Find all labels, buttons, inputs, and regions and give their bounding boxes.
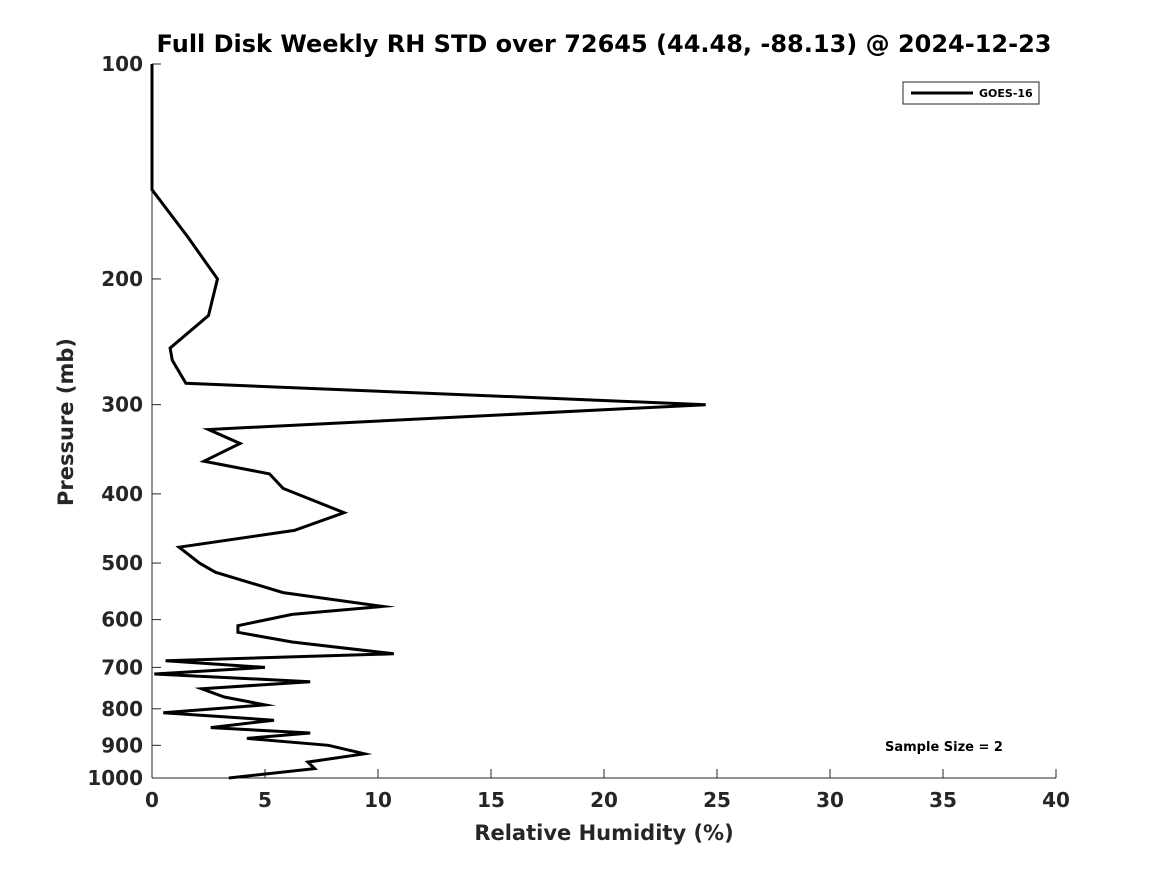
legend: GOES-16 — [902, 81, 1040, 105]
x-tick-label: 40 — [1042, 788, 1070, 812]
x-tick-label: 20 — [590, 788, 618, 812]
y-axis-label: Pressure (mb) — [54, 338, 78, 506]
x-tick-label: 5 — [258, 788, 272, 812]
y-tick-label: 900 — [101, 733, 143, 757]
x-axis-label: Relative Humidity (%) — [474, 821, 733, 845]
y-tick-label: 400 — [101, 482, 143, 506]
series-line — [150, 64, 706, 780]
y-tick-label: 600 — [101, 608, 143, 632]
sample-size-note: Sample Size = 2 — [885, 740, 1003, 755]
y-tick-label: 700 — [101, 655, 143, 679]
x-tick-label: 15 — [477, 788, 505, 812]
legend-label: GOES-16 — [979, 87, 1033, 100]
x-tick-label: 25 — [703, 788, 731, 812]
y-tick-label: 500 — [101, 551, 143, 575]
x-tick-label: 0 — [145, 788, 159, 812]
y-tick-label: 200 — [101, 267, 143, 291]
x-tick-label: 35 — [929, 788, 957, 812]
y-tick-label: 1000 — [87, 766, 143, 790]
x-tick-label: 10 — [364, 788, 392, 812]
y-tick-label: 800 — [101, 697, 143, 721]
series-layer — [150, 64, 706, 780]
x-tick-label: 30 — [816, 788, 844, 812]
y-tick-label: 100 — [101, 52, 143, 76]
y-tick-label: 300 — [101, 393, 143, 417]
axes: 0 5 10 15 20 25 30 35 40 100 200 300 400 500 600 700 800… — [87, 52, 1070, 812]
chart-title: Full Disk Weekly RH STD over 72645 (44.4… — [157, 30, 1052, 58]
